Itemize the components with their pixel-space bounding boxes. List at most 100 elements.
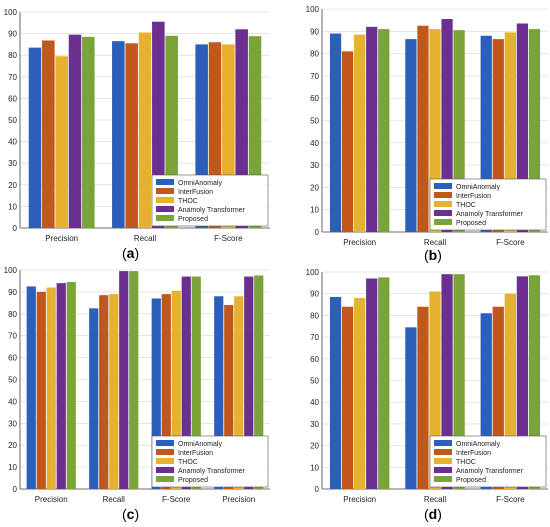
y-tick-label: 80 — [8, 51, 17, 60]
x-tick-label: Precision — [343, 238, 376, 247]
bar-anamoly-transformer-precision — [56, 283, 66, 489]
y-tick-label: 100 — [306, 268, 320, 277]
bar-interfusion-recall — [99, 295, 109, 489]
legend-swatch — [156, 188, 174, 194]
panel-label: (c) — [122, 506, 139, 522]
y-tick-label: 70 — [310, 333, 319, 342]
bar-omnianomaly-recall — [405, 39, 417, 233]
bar-omnianomaly-recall — [112, 41, 125, 228]
y-tick-label: 40 — [8, 397, 17, 406]
bar-anamoly-transformer-precision — [366, 278, 378, 489]
bar-thoc-recall — [429, 29, 441, 232]
bar-anamoly-transformer-recall — [441, 274, 453, 489]
x-tick-label: F-Score — [214, 234, 243, 243]
legend-swatch — [434, 183, 452, 189]
y-tick-label: 30 — [310, 161, 319, 170]
x-tick-label: Precision — [222, 495, 255, 504]
y-tick-label: 50 — [310, 117, 319, 126]
y-tick-label: 20 — [310, 442, 319, 451]
y-tick-label: 0 — [315, 228, 320, 237]
y-tick-label: 20 — [8, 181, 17, 190]
legend-entry: Anamoly Transformer — [178, 468, 246, 475]
y-tick-label: 20 — [310, 183, 319, 192]
legend-entry: Anamoly Transformer — [456, 468, 524, 475]
x-tick-label: Recall — [424, 238, 446, 247]
bar-interfusion-f-score — [492, 306, 504, 489]
bar-interfusion-precision — [341, 306, 354, 489]
y-tick-label: 90 — [8, 288, 17, 297]
bar-interfusion-recall — [125, 43, 138, 228]
bar-interfusion-precision — [36, 291, 46, 489]
bar-thoc-f-score — [171, 290, 181, 489]
panel-label: (b) — [424, 247, 442, 263]
legend-swatch — [156, 206, 174, 212]
y-tick-label: 100 — [4, 8, 18, 17]
y-tick-label: 0 — [315, 485, 320, 494]
bar-interfusion-recall — [417, 306, 429, 489]
bar-thoc-precision — [55, 56, 68, 228]
legend-entry: Proposed — [456, 220, 486, 227]
legend-entry: OmniAnomaly — [456, 184, 500, 191]
y-tick-label: 0 — [13, 224, 18, 233]
chart-panel-d: 0 10 20 30 40 50 60 70 80 90 100 Precision Recall F-S… — [306, 268, 548, 522]
y-tick-label: 40 — [310, 139, 319, 148]
legend: OmniAnomaly InterFusion THOC Anamoly Transf… — [151, 435, 269, 488]
legend-entry: OmniAnomaly — [178, 180, 222, 187]
legend-swatch — [156, 467, 174, 473]
bar-thoc-f-score — [504, 32, 516, 232]
bar-omnianomaly-precision — [329, 33, 342, 232]
x-tick-label: Precision — [35, 495, 68, 504]
bar-interfusion-recall — [417, 25, 429, 232]
bar-thoc-recall — [138, 32, 152, 228]
legend-swatch — [434, 449, 452, 455]
y-tick-label: 30 — [8, 159, 17, 168]
y-tick-label: 20 — [8, 441, 17, 450]
bar-interfusion-precision — [224, 305, 234, 489]
legend-swatch — [434, 219, 452, 225]
y-tick-label: 50 — [8, 116, 17, 125]
legend-entry: OmniAnomaly — [456, 441, 500, 448]
panel-label: (d) — [424, 506, 442, 522]
bar-omnianomaly-precision — [329, 296, 342, 489]
y-tick-label: 70 — [8, 332, 17, 341]
legend-swatch — [434, 467, 452, 473]
bar-proposed-precision — [82, 36, 95, 229]
y-tick-label: 40 — [8, 138, 17, 147]
bar-omnianomaly-f-score — [151, 298, 161, 489]
bar-proposed-precision — [378, 277, 390, 489]
bar-thoc-precision — [46, 287, 56, 489]
legend-entry: Proposed — [456, 477, 486, 484]
x-tick-label: Recall — [424, 495, 446, 504]
bar-anamoly-transformer-f-score — [516, 23, 529, 233]
bar-thoc-recall — [429, 291, 441, 489]
bar-proposed-f-score — [191, 276, 201, 489]
y-tick-label: 60 — [310, 355, 319, 364]
legend-entry: THOC — [178, 198, 198, 205]
bar-omnianomaly-recall — [405, 327, 417, 489]
y-tick-label: 10 — [8, 202, 17, 211]
y-tick-label: 100 — [306, 5, 320, 14]
y-tick-label: 50 — [310, 377, 319, 386]
bar-omnianomaly-precision — [214, 296, 224, 489]
y-tick-label: 80 — [8, 310, 17, 319]
legend-swatch — [434, 458, 452, 464]
legend-swatch — [156, 215, 174, 221]
legend-swatch — [156, 179, 174, 185]
x-tick-label: Precision — [45, 234, 78, 243]
x-tick-label: Recall — [103, 495, 125, 504]
y-tick-label: 60 — [8, 354, 17, 363]
legend-swatch — [434, 192, 452, 198]
bar-proposed-recall — [453, 274, 465, 489]
x-tick-label: F-Score — [496, 238, 525, 247]
panel-label: (a) — [122, 245, 139, 261]
bar-thoc-recall — [109, 294, 119, 489]
bar-interfusion-f-score — [492, 39, 504, 233]
legend: OmniAnomaly InterFusion THOC Anamoly Transf… — [151, 174, 269, 227]
bar-proposed-precision — [66, 282, 76, 489]
y-tick-label: 10 — [310, 463, 319, 472]
bar-anamoly-transformer-f-score — [181, 276, 191, 489]
bar-interfusion-f-score — [161, 294, 171, 489]
y-tick-label: 100 — [4, 266, 18, 275]
y-tick-label: 10 — [8, 463, 17, 472]
bar-anamoly-transformer-recall — [441, 19, 453, 232]
